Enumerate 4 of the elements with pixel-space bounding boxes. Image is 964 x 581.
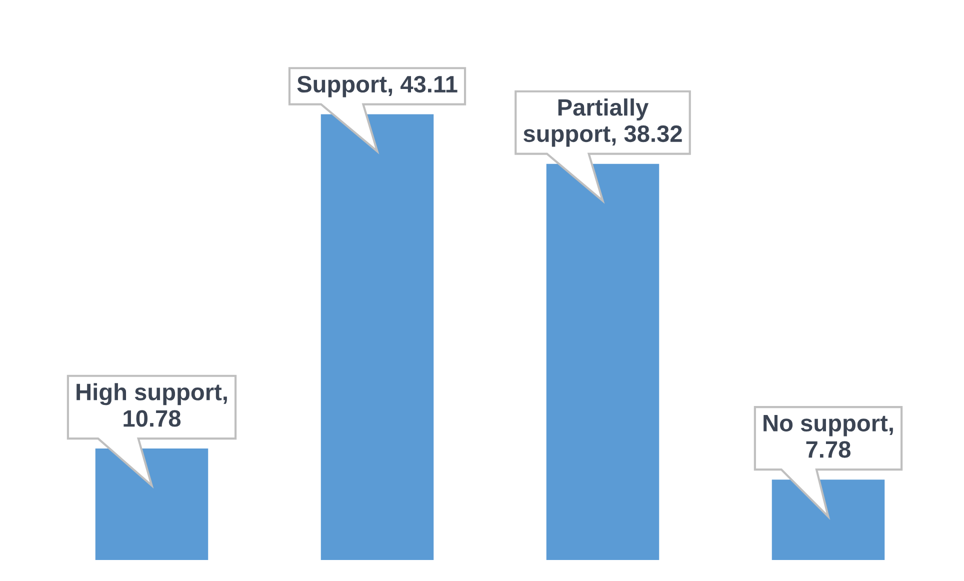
data-label: Support, 43.11	[297, 76, 458, 98]
data-label: High support, 10.78	[76, 383, 227, 427]
data-label: No support, 7.78	[764, 415, 893, 458]
data-label: Partially support, 38.32	[524, 98, 682, 147]
